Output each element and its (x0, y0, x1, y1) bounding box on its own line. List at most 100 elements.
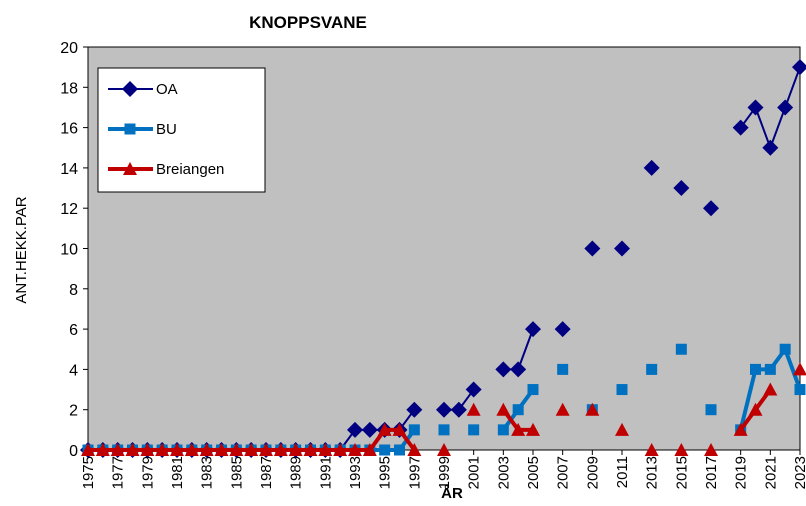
marker (747, 99, 764, 116)
y-tick-label: 2 (69, 403, 78, 420)
marker (244, 443, 259, 456)
marker (793, 362, 806, 376)
marker (184, 443, 199, 456)
x-tick-label: 1983 (199, 456, 216, 489)
x-tick-label: 1999 (436, 456, 453, 489)
marker (748, 402, 763, 416)
marker (407, 443, 422, 456)
marker (763, 382, 778, 396)
marker (792, 59, 806, 76)
marker (615, 422, 629, 436)
marker (733, 422, 748, 436)
marker (646, 363, 658, 375)
marker (512, 404, 524, 416)
x-axis-title: ÅR (441, 485, 463, 502)
marker (361, 421, 378, 438)
y-tick-label: 18 (60, 80, 78, 97)
x-tick-label: 1989 (288, 456, 305, 489)
marker (288, 443, 303, 456)
x-tick-label: 2009 (584, 456, 601, 489)
y-tick-label: 14 (60, 161, 78, 178)
x-tick-label: 1987 (258, 456, 275, 489)
y-tick-label: 0 (69, 443, 78, 460)
marker (465, 381, 482, 398)
marker (585, 402, 600, 416)
x-tick-label: 2005 (525, 456, 542, 489)
marker (495, 361, 512, 378)
marker (379, 444, 391, 456)
y-tick-label: 12 (60, 201, 78, 218)
marker (732, 119, 749, 136)
marker (406, 401, 423, 418)
marker (675, 343, 687, 355)
marker (303, 443, 318, 456)
marker (674, 443, 689, 456)
x-tick-label: 1979 (139, 456, 156, 489)
marker (497, 424, 509, 436)
marker (703, 200, 719, 217)
legend-label: BU (156, 121, 177, 138)
x-tick-label: 1997 (406, 456, 423, 489)
marker (214, 443, 229, 456)
marker (229, 443, 244, 456)
marker (466, 402, 481, 416)
marker (762, 139, 779, 156)
y-tick-label: 10 (60, 242, 78, 259)
x-tick-label: 2019 (733, 456, 750, 489)
marker (764, 363, 776, 375)
marker (527, 384, 539, 396)
marker (318, 443, 333, 456)
marker (170, 443, 184, 456)
marker (273, 443, 288, 456)
legend-label: OA (156, 81, 178, 98)
y-tick-label: 16 (60, 121, 78, 138)
marker (555, 402, 570, 416)
x-tick-label: 1975 (80, 456, 97, 489)
marker (643, 159, 660, 176)
y-tick-label: 8 (69, 282, 78, 299)
marker (614, 240, 630, 257)
marker (496, 402, 511, 416)
marker (510, 361, 527, 378)
x-tick-label: 1995 (377, 456, 394, 489)
marker (394, 444, 405, 456)
marker (673, 180, 690, 197)
marker (362, 443, 377, 456)
x-tick-label: 2021 (762, 456, 779, 489)
y-tick-label: 6 (69, 322, 78, 339)
marker (450, 401, 467, 418)
marker (392, 422, 407, 436)
marker (750, 363, 761, 375)
marker (347, 421, 363, 438)
x-tick-label: 2001 (466, 456, 483, 489)
x-tick-label: 1993 (347, 456, 364, 489)
marker (644, 443, 659, 456)
marker (437, 443, 451, 456)
marker (81, 443, 95, 456)
y-tick-label: 20 (60, 40, 78, 57)
marker (125, 443, 140, 456)
marker (123, 162, 137, 175)
x-tick-label: 1991 (317, 456, 334, 489)
marker (557, 363, 569, 375)
x-tick-label: 2003 (495, 456, 512, 489)
marker (259, 443, 273, 456)
y-tick-label: 4 (69, 362, 78, 379)
marker (468, 424, 480, 436)
marker (438, 424, 450, 436)
marker (705, 404, 717, 416)
marker (140, 443, 155, 456)
marker (110, 443, 125, 456)
marker (554, 321, 571, 338)
marker (333, 443, 348, 456)
marker (436, 401, 452, 418)
x-tick-label: 2013 (644, 456, 661, 489)
x-tick-label: 2015 (673, 456, 690, 489)
marker (794, 384, 806, 396)
chart-title: KNOPPSVANE (249, 13, 367, 32)
x-tick-label: 2011 (614, 456, 631, 488)
marker (616, 384, 628, 396)
marker (122, 81, 138, 97)
x-tick-label: 2007 (555, 456, 572, 489)
